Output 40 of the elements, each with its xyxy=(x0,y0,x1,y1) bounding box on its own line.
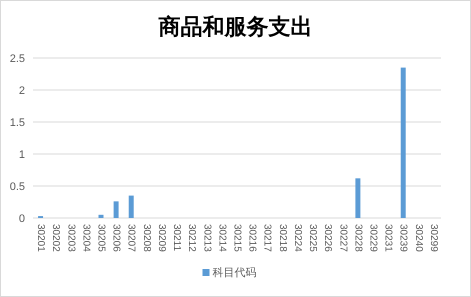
x-tick-label: 30216 xyxy=(246,224,258,252)
bar xyxy=(400,68,406,218)
x-tick-label: 30212 xyxy=(186,224,198,252)
x-tick-label: 30299 xyxy=(428,224,439,252)
x-tick-label: 30226 xyxy=(322,224,334,252)
y-tick-label: 0.5 xyxy=(10,181,25,193)
x-tick-label: 30239 xyxy=(398,224,409,252)
x-tick-label: 30225 xyxy=(307,224,318,252)
x-tick-label: 30217 xyxy=(262,224,273,252)
y-tick-label: 2.5 xyxy=(10,53,25,65)
x-tick-label: 30207 xyxy=(126,224,137,252)
x-tick-label: 30224 xyxy=(292,224,303,252)
x-tick-label: 30228 xyxy=(352,224,364,252)
x-tick-label: 30206 xyxy=(110,224,122,252)
x-tick-label: 30209 xyxy=(156,224,167,252)
y-tick-label: 2 xyxy=(18,85,25,97)
x-tick-label: 30229 xyxy=(368,224,378,252)
bar xyxy=(98,214,104,218)
x-tick-label: 30202 xyxy=(50,224,62,252)
chart-title: 商品和服务支出 xyxy=(158,14,312,39)
x-tick-label: 30215 xyxy=(232,224,242,252)
x-tick-label: 30208 xyxy=(140,224,152,252)
x-tick-label: 30211 xyxy=(171,224,182,252)
bar xyxy=(114,201,119,218)
x-tick-label: 30201 xyxy=(35,224,46,252)
bar xyxy=(355,178,360,218)
x-tick-label: 30218 xyxy=(276,224,288,252)
x-tick-label: 30227 xyxy=(337,224,348,252)
legend-label: 科目代码 xyxy=(212,267,256,279)
y-tick-label: 1.5 xyxy=(10,117,25,129)
y-tick-label: 0 xyxy=(18,213,25,225)
x-tick-label: 30204 xyxy=(80,224,92,252)
bar xyxy=(128,196,134,218)
x-tick-label: 30213 xyxy=(201,224,212,252)
x-tick-label: 30205 xyxy=(96,224,106,252)
x-tick-label: 30231 xyxy=(382,224,394,252)
x-tick-label: 30203 xyxy=(65,224,76,252)
x-tick-label: 30214 xyxy=(216,224,228,252)
y-tick-label: 1 xyxy=(18,149,25,161)
x-tick-label: 30240 xyxy=(412,224,424,252)
